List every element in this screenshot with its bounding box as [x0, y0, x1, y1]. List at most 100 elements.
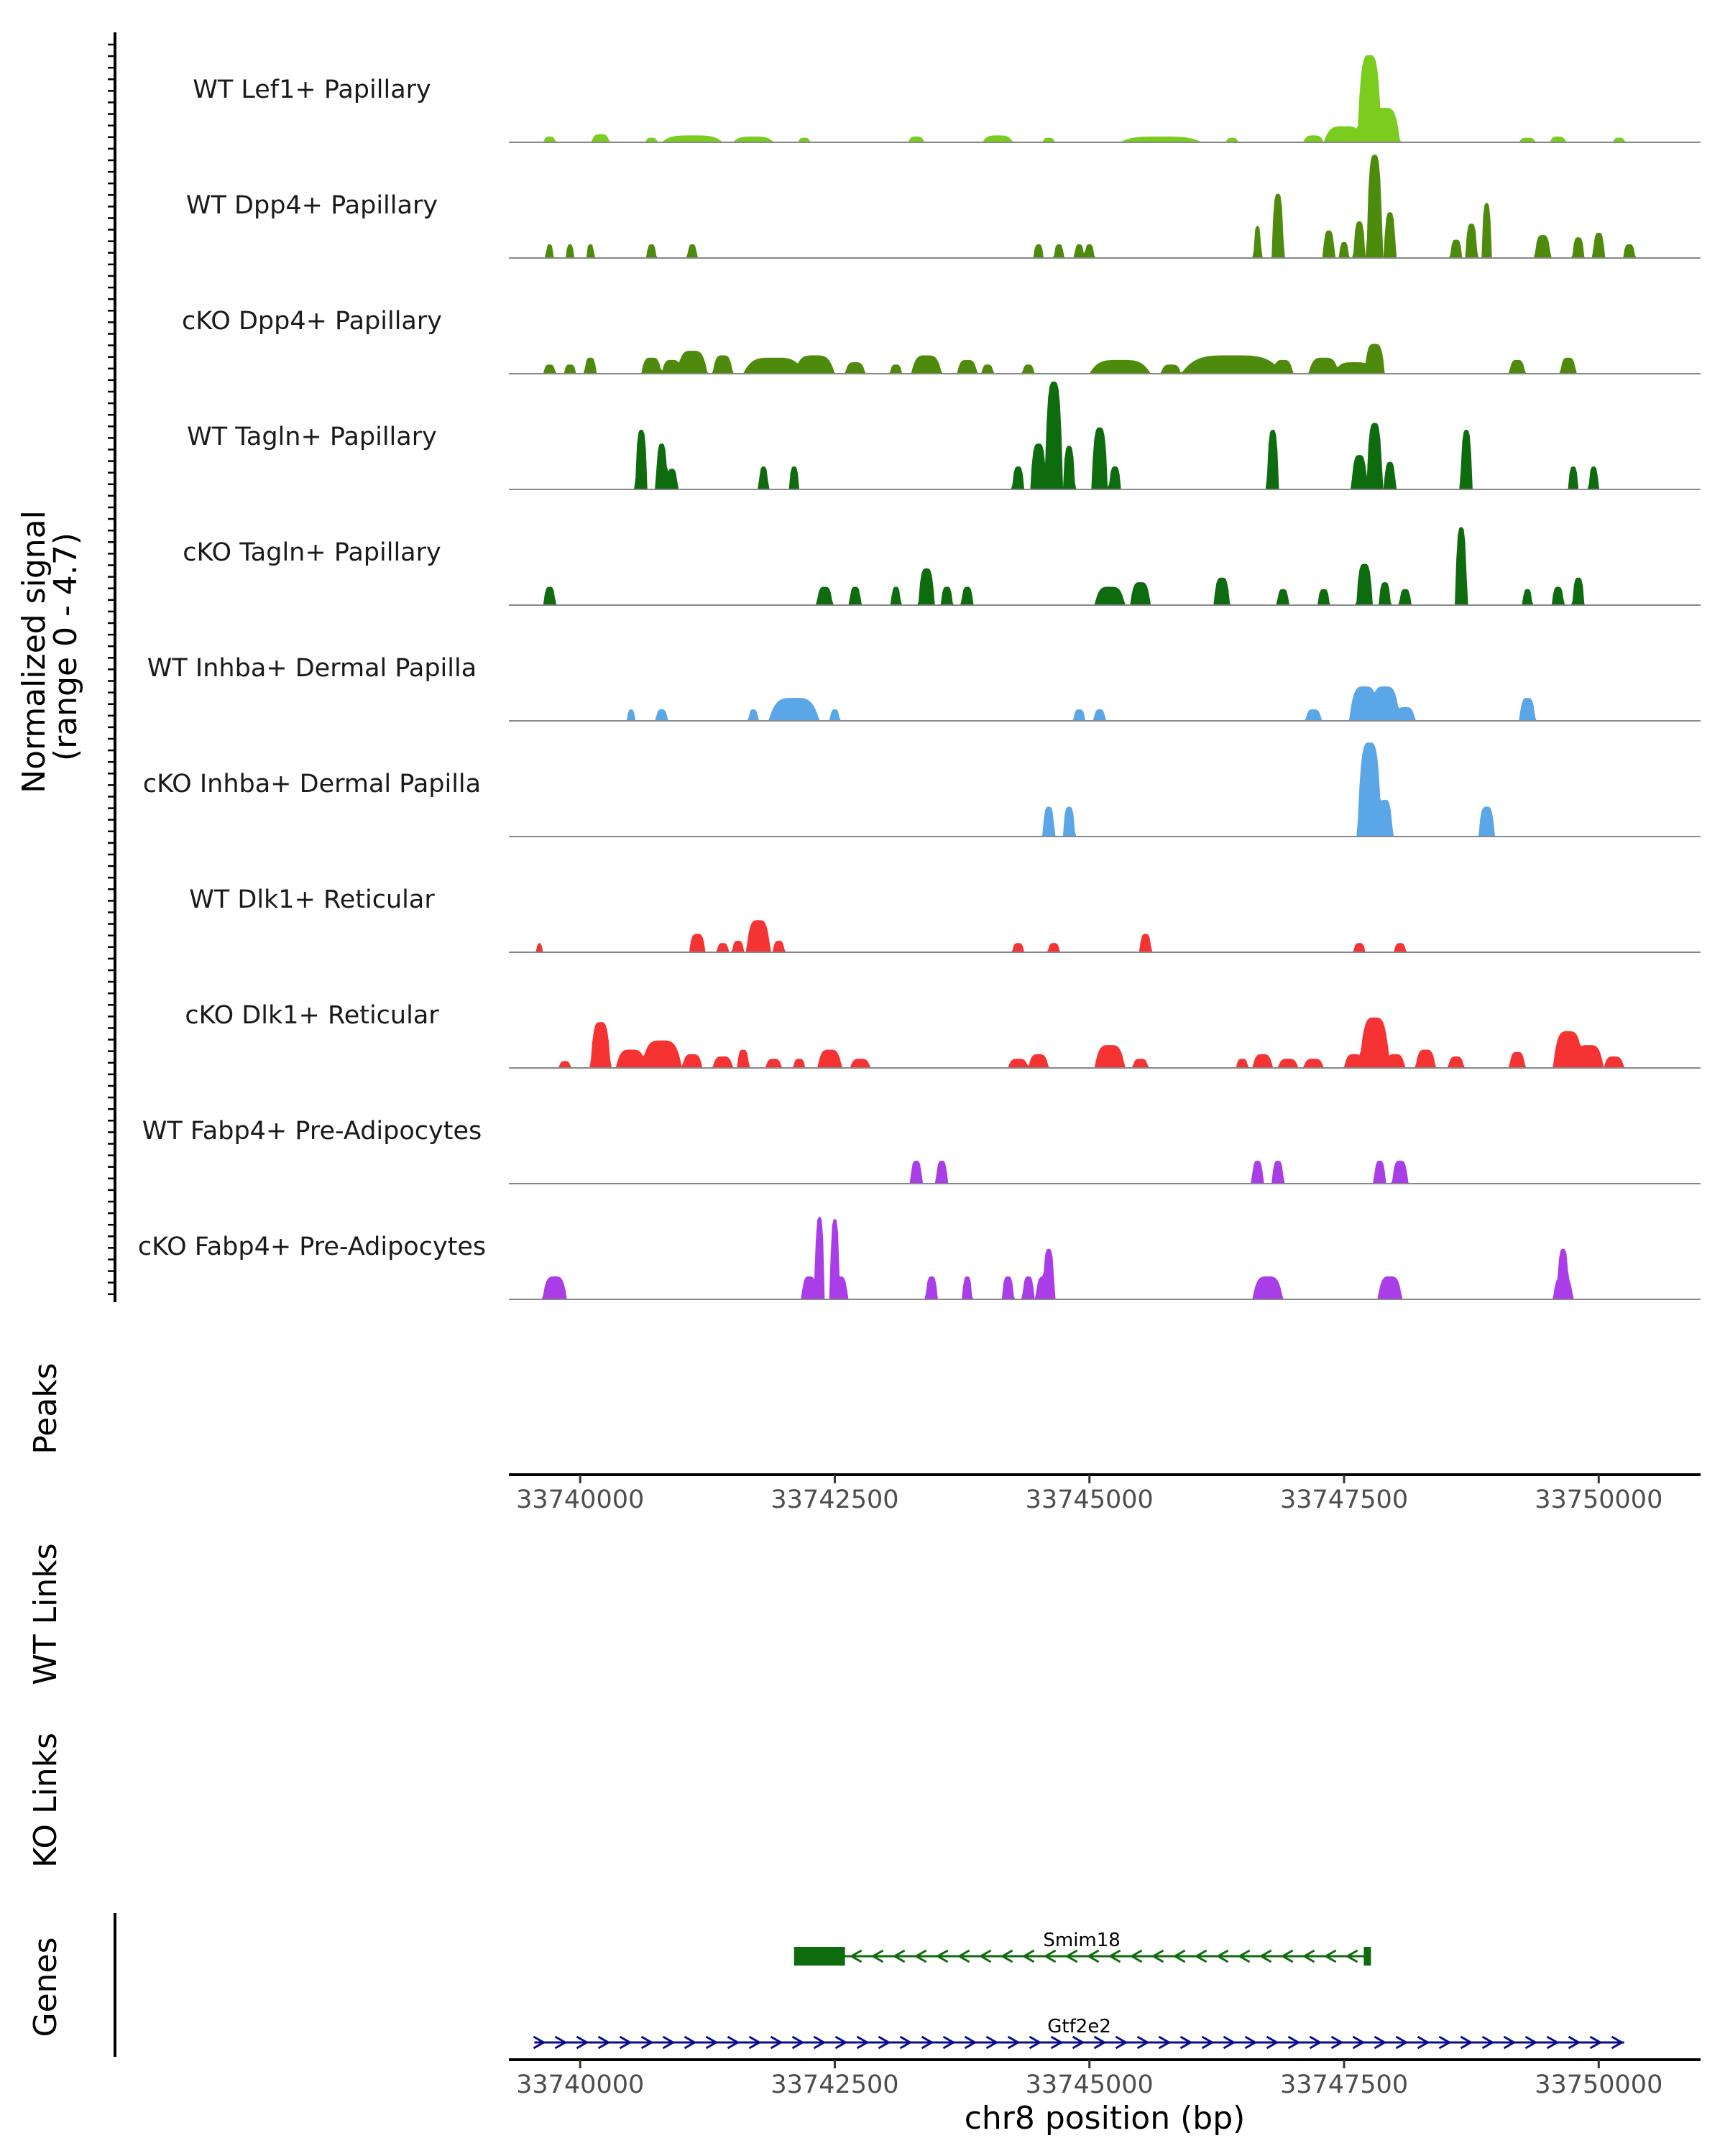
strand-arrow	[1093, 2035, 1107, 2050]
strand-arrow	[1323, 1949, 1337, 1963]
strand-arrow	[1086, 1949, 1100, 1963]
track: WT Inhba+ Dermal Papilla	[147, 654, 1701, 722]
strand-arrow	[1201, 2035, 1215, 2050]
strand-arrow	[964, 2035, 978, 2050]
track-label: WT Dpp4+ Papillary	[186, 191, 438, 220]
x-tick-label: 33742500	[770, 1485, 898, 1514]
strand-arrow	[985, 2035, 999, 2050]
strand-arrow	[770, 2035, 783, 2050]
x-tick-label: 33740000	[516, 1485, 644, 1514]
strand-arrow	[1503, 2035, 1517, 2050]
signal-area	[509, 920, 1701, 952]
track-label: WT Dlk1+ Reticular	[189, 885, 435, 914]
signal-area	[509, 1017, 1701, 1068]
strand-arrow	[942, 2035, 956, 2050]
strand-arrow	[1481, 2035, 1495, 2050]
track-label: cKO Fabp4+ Pre-Adipocytes	[138, 1233, 486, 1261]
strand-arrow	[834, 2035, 848, 2050]
track-label: cKO Tagln+ Papillary	[183, 538, 441, 567]
strand-arrow	[1524, 2035, 1538, 2050]
strand-arrow	[978, 1949, 992, 1963]
strand-arrow	[892, 1949, 906, 1963]
gene-label: Smim18	[1043, 1930, 1120, 1951]
strand-arrow	[662, 2035, 676, 2050]
gene-label: Gtf2e2	[1047, 2016, 1111, 2037]
strand-arrow	[1136, 2035, 1150, 2050]
x-tick-label: 33742500	[770, 2070, 898, 2099]
y-axis	[108, 32, 116, 1302]
x-tick-label: 33747500	[1280, 2070, 1408, 2099]
y-axis-title-line2: (range 0 - 4.7)	[47, 533, 84, 761]
signal-area	[509, 344, 1701, 374]
signal-area	[509, 1161, 1701, 1184]
strand-arrow	[1237, 1949, 1251, 1963]
gene-exon	[1363, 1947, 1371, 1966]
strand-arrow	[1438, 2035, 1452, 2050]
track-label: WT Fabp4+ Pre-Adipocytes	[142, 1117, 482, 1146]
strand-arrow	[899, 2035, 913, 2050]
strand-arrow	[727, 2035, 740, 2050]
signal-tracks: WT Lef1+ Papillary WT Dpp4+ Papillary cKO …	[138, 55, 1701, 1300]
strand-arrow	[1050, 2035, 1064, 2050]
strand-arrow	[1043, 1949, 1057, 1963]
strand-arrow	[1129, 1949, 1143, 1963]
track: cKO Dlk1+ Reticular	[185, 1001, 1701, 1069]
wt-links-label: WT Links	[27, 1543, 64, 1685]
track-label: WT Inhba+ Dermal Papilla	[147, 654, 477, 683]
x-tick-label: 33750000	[1535, 1485, 1662, 1514]
strand-arrow	[921, 2035, 934, 2050]
strand-arrow	[1223, 2035, 1236, 2050]
x-axis-title: chr8 position (bp)	[965, 2100, 1246, 2137]
signal-area	[509, 686, 1701, 721]
track: WT Tagln+ Papillary	[187, 382, 1701, 490]
strand-arrow	[1589, 2035, 1603, 2050]
strand-arrow	[1395, 2035, 1409, 2050]
strand-arrow	[1064, 1949, 1078, 1963]
track: cKO Tagln+ Papillary	[183, 527, 1701, 606]
strand-arrow	[935, 1949, 949, 1963]
strand-arrow	[1072, 2035, 1085, 2050]
strand-arrow	[1611, 2035, 1624, 2050]
peaks-panel-label: Peaks	[27, 1363, 64, 1454]
strand-arrow	[1179, 2035, 1193, 2050]
strand-arrow	[1417, 2035, 1430, 2050]
gene-annotations: Smim18 Gtf2e2	[533, 1930, 1624, 2050]
strand-arrow	[1108, 1949, 1121, 1963]
signal-area	[509, 1217, 1701, 1299]
ko-links-label: KO Links	[27, 1733, 64, 1868]
strand-arrow	[554, 2035, 568, 2050]
strand-arrow	[849, 1949, 862, 1963]
x-axis-ticks-bottom: 33740000 33742500 33745000 33747500 33750000	[516, 2060, 1662, 2099]
track-label: cKO Inhba+ Dermal Papilla	[143, 770, 481, 798]
strand-arrow	[576, 2035, 589, 2050]
strand-arrow	[1266, 2035, 1279, 2050]
x-tick-label: 33740000	[516, 2070, 644, 2099]
signal-area	[509, 742, 1701, 837]
y-axis-title-line1: Normalized signal	[16, 510, 52, 793]
track: cKO Inhba+ Dermal Papilla	[143, 742, 1701, 837]
track: WT Fabp4+ Pre-Adipocytes	[142, 1117, 1701, 1184]
strand-arrow	[1259, 1949, 1272, 1963]
strand-arrow	[1172, 1949, 1186, 1963]
gene-exon	[794, 1947, 845, 1966]
strand-arrow	[1352, 2035, 1366, 2050]
strand-arrow	[1029, 2035, 1042, 2050]
strand-arrow	[813, 2035, 827, 2050]
y-axis-title: Normalized signal (range 0 - 4.7)	[16, 500, 84, 793]
strand-arrow	[1302, 1949, 1315, 1963]
x-tick-label: 33750000	[1535, 2070, 1662, 2099]
track: WT Dpp4+ Papillary	[186, 155, 1701, 259]
strand-arrow	[1374, 2035, 1387, 2050]
strand-arrow	[684, 2035, 697, 2050]
strand-arrow	[1244, 2035, 1258, 2050]
track: WT Dlk1+ Reticular	[189, 885, 1701, 953]
track: cKO Fabp4+ Pre-Adipocytes	[138, 1217, 1701, 1300]
strand-arrow	[1000, 1949, 1013, 1963]
x-axis-ticks-top: 33740000 33742500 33745000 33747500 33750000	[516, 1475, 1662, 1514]
strand-arrow	[1158, 2035, 1172, 2050]
strand-arrow	[1151, 1949, 1164, 1963]
x-tick-label: 33745000	[1026, 1485, 1154, 1514]
track-label: WT Tagln+ Papillary	[187, 423, 437, 451]
track-label: WT Lef1+ Papillary	[193, 75, 431, 104]
track: WT Lef1+ Papillary	[193, 55, 1701, 143]
